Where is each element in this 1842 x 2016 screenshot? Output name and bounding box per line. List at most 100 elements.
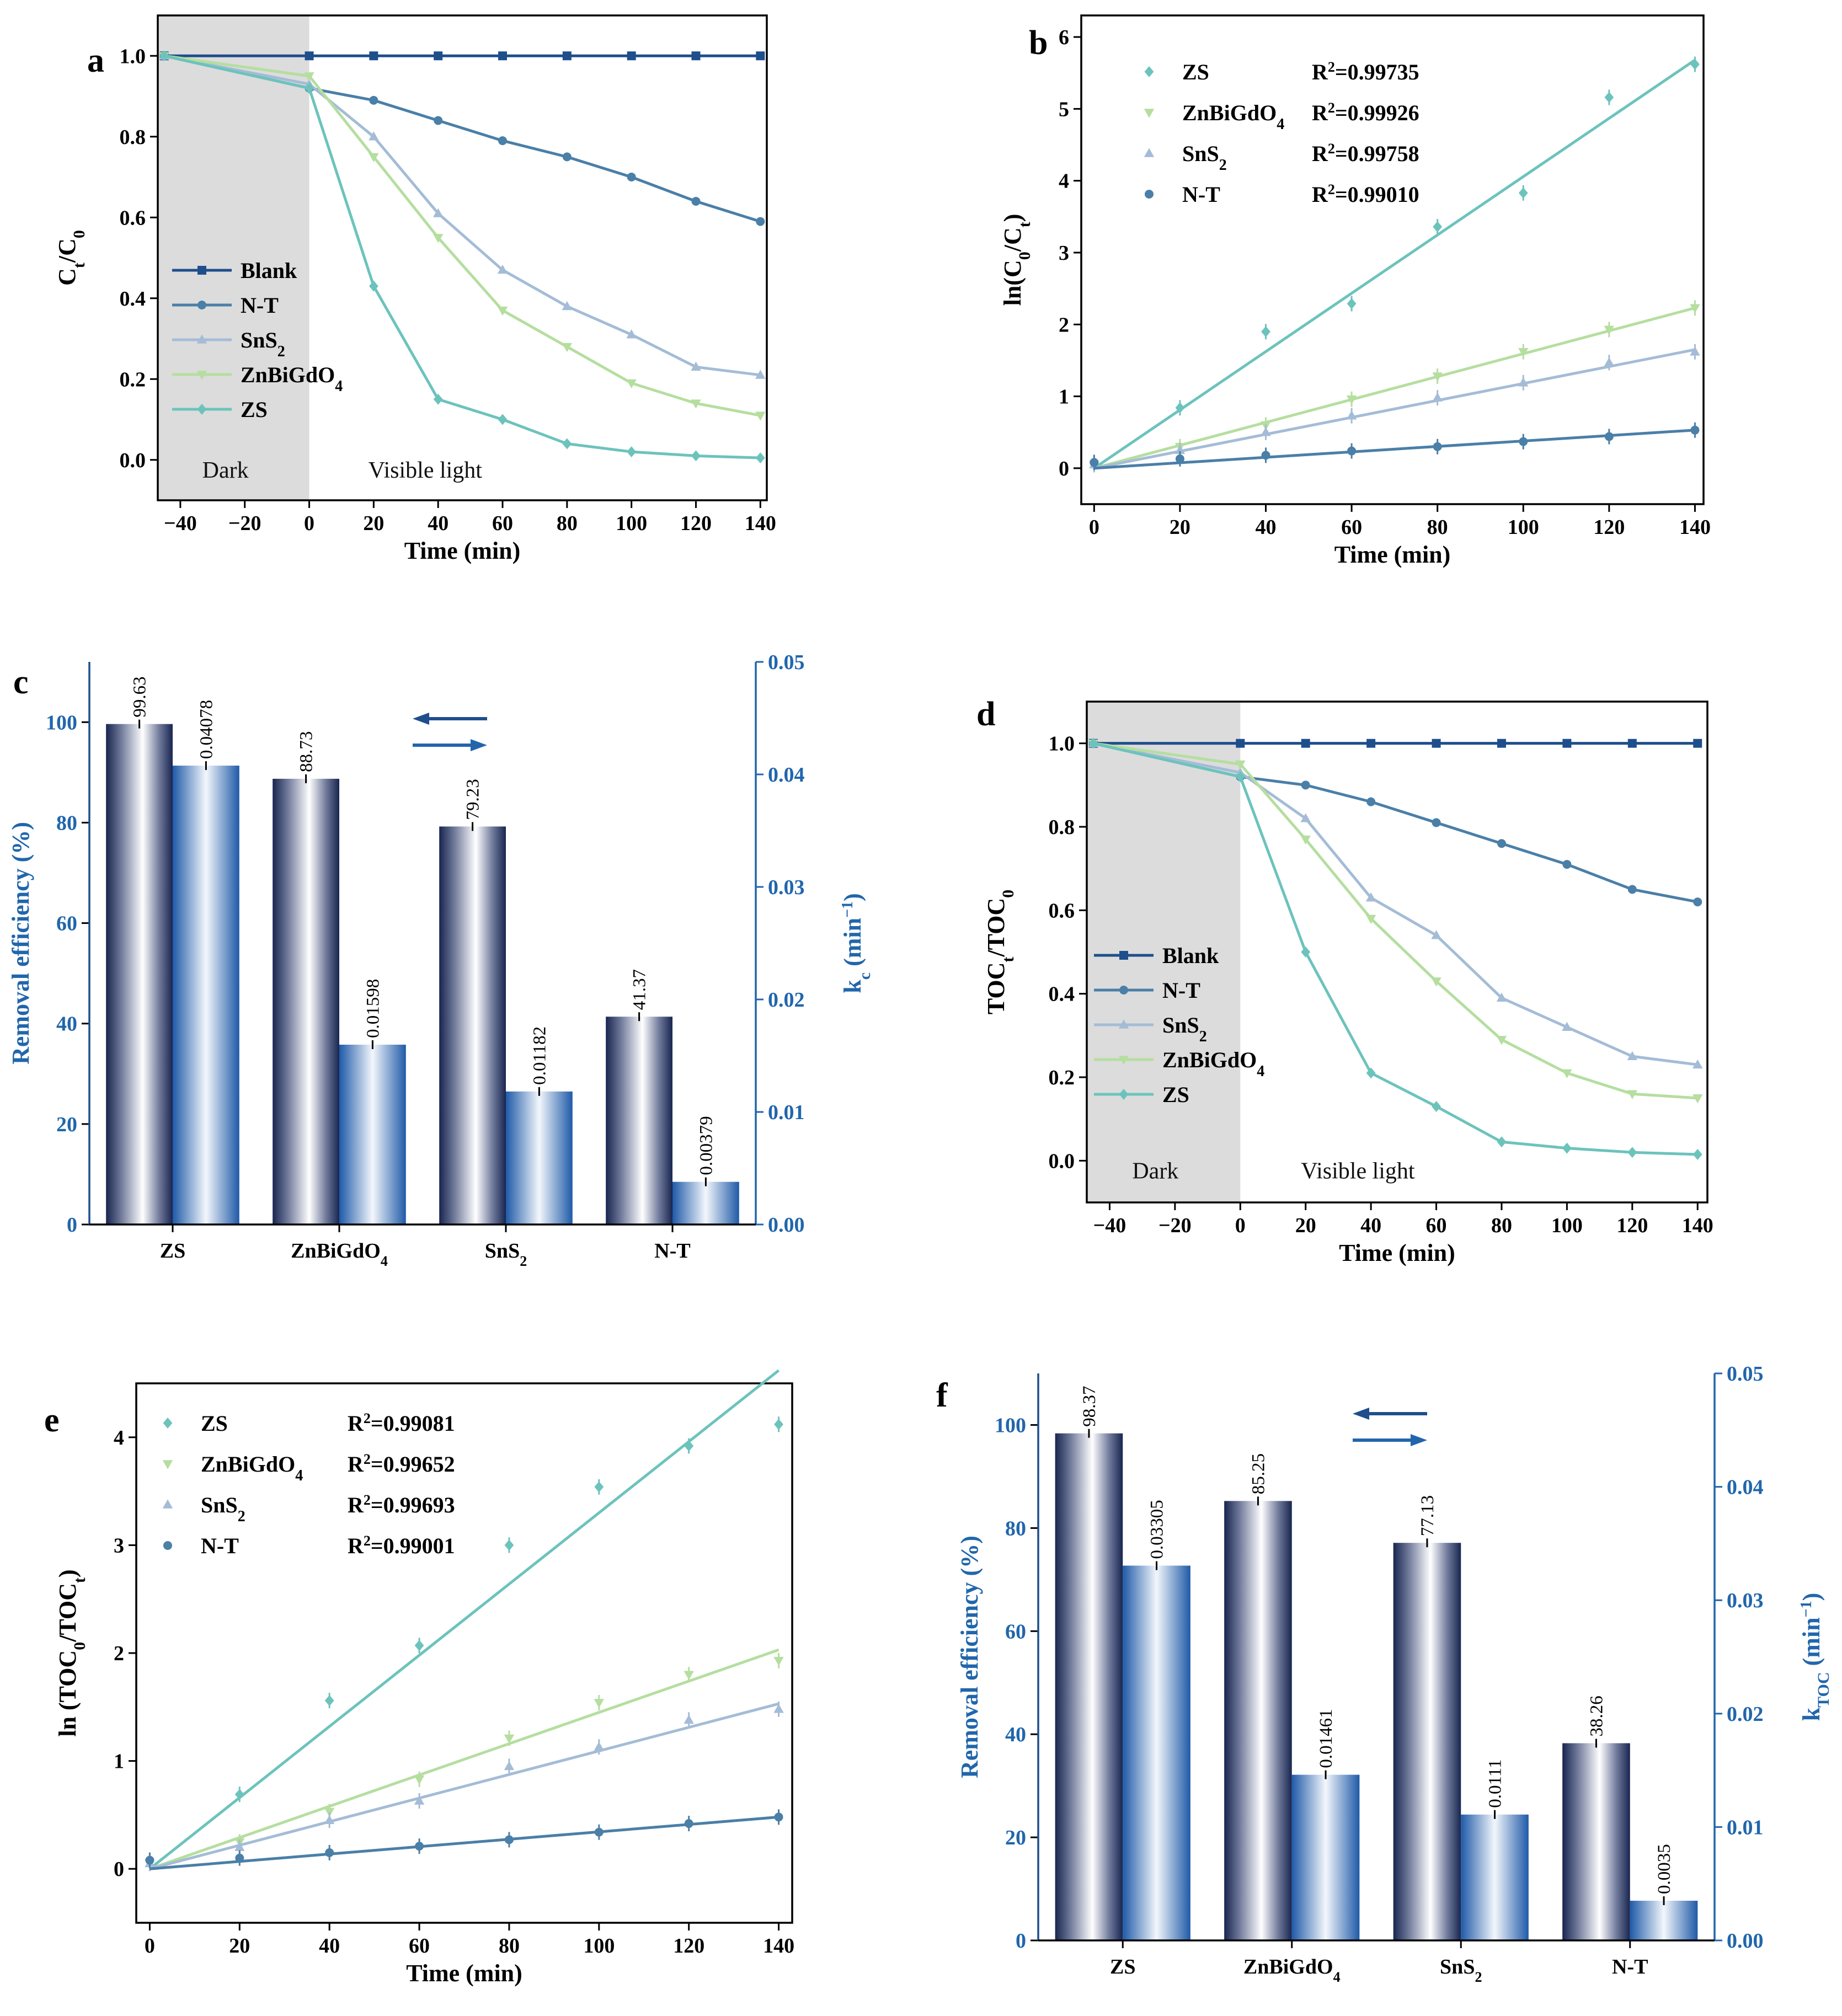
bar-rate-znbigdo4 [1292,1775,1360,1940]
r-squared-sup: 2 [1328,59,1335,75]
category-label-main: N-T [1612,1955,1648,1978]
category-label-sub: 4 [381,1253,388,1269]
y-axis-label-sub: t [999,957,1017,962]
data-point-sns2 [684,1715,693,1724]
data-point-n-t [1693,897,1702,906]
y-tick-label: 0 [114,1858,124,1881]
y-axis-label: Removal efficiency (%) [956,1536,983,1778]
x-tick-label: 80 [499,1934,520,1958]
r-squared-value: =0.99001 [371,1533,455,1558]
r-squared-value: =0.99652 [371,1452,455,1477]
legend-label-main: SnS [201,1493,238,1517]
data-point-zs [562,438,572,449]
r-squared-value: =0.99010 [1335,182,1419,207]
y-tick-label: 0 [1016,1929,1026,1953]
r-squared-sup: 2 [1328,141,1335,157]
y-axis-label-part: /TOC [983,898,1010,958]
data-point-zs [1627,1147,1637,1158]
r-squared-sns2: R2=0.99758 [1312,141,1419,167]
y-tick-label: 1.0 [1049,732,1075,756]
data-point-zs [235,1789,244,1800]
data-point-blank [1628,739,1637,748]
data-point-blank [1432,739,1441,748]
y2-tick-label: 0.00 [1727,1929,1764,1953]
data-point-n-t [235,1854,244,1863]
panel-label: c [13,664,29,701]
data-point-blank [1497,739,1506,748]
y-axis-label: ln (TOC0/TOCt) [54,1569,89,1736]
data-point-zs [1562,1143,1572,1154]
y2-axis-label-close: ) [839,893,866,901]
y-tick-label: 3 [1059,242,1069,265]
y2-tick-label: 0.01 [768,1101,805,1124]
panel-label: b [1029,24,1048,62]
y-tick-label: 0 [67,1213,77,1237]
y-tick-label: 2 [114,1642,124,1665]
legend-label-zs: ZS [241,397,268,422]
category-label-main: ZnBiGdO [291,1239,381,1263]
category-label-zs: ZS [1110,1955,1135,1978]
legend-label-znbigdo4: ZnBiGdO4 [1182,100,1284,133]
category-label-znbigdo4: ZnBiGdO4 [291,1239,388,1269]
data-point-znbigdo4 [773,1657,783,1666]
r-squared-sup: 2 [364,1492,371,1508]
data-point-blank [691,51,700,60]
legend-marker-n-t [163,1541,172,1550]
category-label-sns2: SnS2 [1440,1955,1482,1985]
data-point-zs [1347,298,1357,309]
data-point-n-t [1301,780,1310,789]
legend-label-main: N-T [241,293,279,318]
right-axis-arrowhead [471,739,487,751]
legend-label-sub: 2 [277,343,285,360]
data-point-zs [1432,1101,1441,1112]
legend-label-main: N-T [1162,978,1200,1003]
y2-tick-label: 0.01 [1727,1816,1764,1839]
data-point-n-t [563,152,572,161]
y-axis-label-part: /C [999,227,1026,252]
bar-label-efficiency-znbigdo4: 85.25 [1248,1453,1268,1494]
plot-frame [1081,15,1704,504]
x-tick-label: 0 [145,1934,155,1958]
x-tick-label: 100 [583,1934,615,1958]
data-point-n-t [685,1819,693,1828]
x-tick-label: 140 [1679,516,1711,539]
data-point-n-t [627,173,636,181]
data-point-n-t [498,136,507,145]
legend-label-sub: 4 [335,378,343,395]
legend-label-zs: ZS [201,1411,228,1436]
y-tick-label: 0 [1059,457,1069,480]
legend-label-sns2: SnS2 [201,1493,245,1525]
bar-label-rate-znbigdo4: 0.01598 [363,979,383,1038]
y-tick-label: 100 [46,711,77,734]
data-point-zs [498,414,508,425]
y-tick-label: 4 [1059,170,1069,193]
y2-axis-label-sub: TOC [1814,1672,1833,1707]
x-tick-label: 60 [1341,516,1362,539]
legend-label-main: SnS [1162,1013,1199,1038]
x-tick-label: 0 [304,512,314,535]
data-point-n-t [1176,454,1184,463]
r-squared-sup: 2 [364,1410,371,1426]
data-point-n-t [505,1835,514,1844]
bar-label-efficiency-sns2: 79.23 [463,779,483,820]
data-point-znbigdo4 [755,411,765,420]
legend-marker-znbigdo4 [1144,109,1154,117]
figure-canvas: −40 −20 0 20 40 60 80 100 120 1400.00.20.40.60.81… [0,0,1842,2016]
data-point-sns2 [1432,393,1442,402]
data-point-zs [691,450,701,461]
r-squared-n-t: R2=0.99001 [348,1533,455,1559]
r-squared-main: R [348,1493,364,1517]
y2-tick-label: 0.03 [1727,1589,1764,1612]
legend-label-sub: 4 [1277,116,1284,133]
legend-label-main: SnS [1182,141,1219,166]
y-tick-label: 0.6 [120,206,146,229]
y-tick-label: 1.0 [120,45,146,68]
x-tick-label: 60 [409,1934,430,1958]
y2-axis-label-unit: (min [1798,1617,1825,1672]
legend-label-n-t: N-T [201,1533,239,1558]
legend-label-sub: 4 [295,1467,303,1484]
y2-tick-label: 0.04 [1727,1476,1764,1499]
category-label-main: ZS [160,1239,185,1263]
panel-b: 0 20 40 60 80 100 120 1400123456Time (min)ln(C0… [999,15,1711,568]
x-tick-label: 40 [428,512,449,535]
